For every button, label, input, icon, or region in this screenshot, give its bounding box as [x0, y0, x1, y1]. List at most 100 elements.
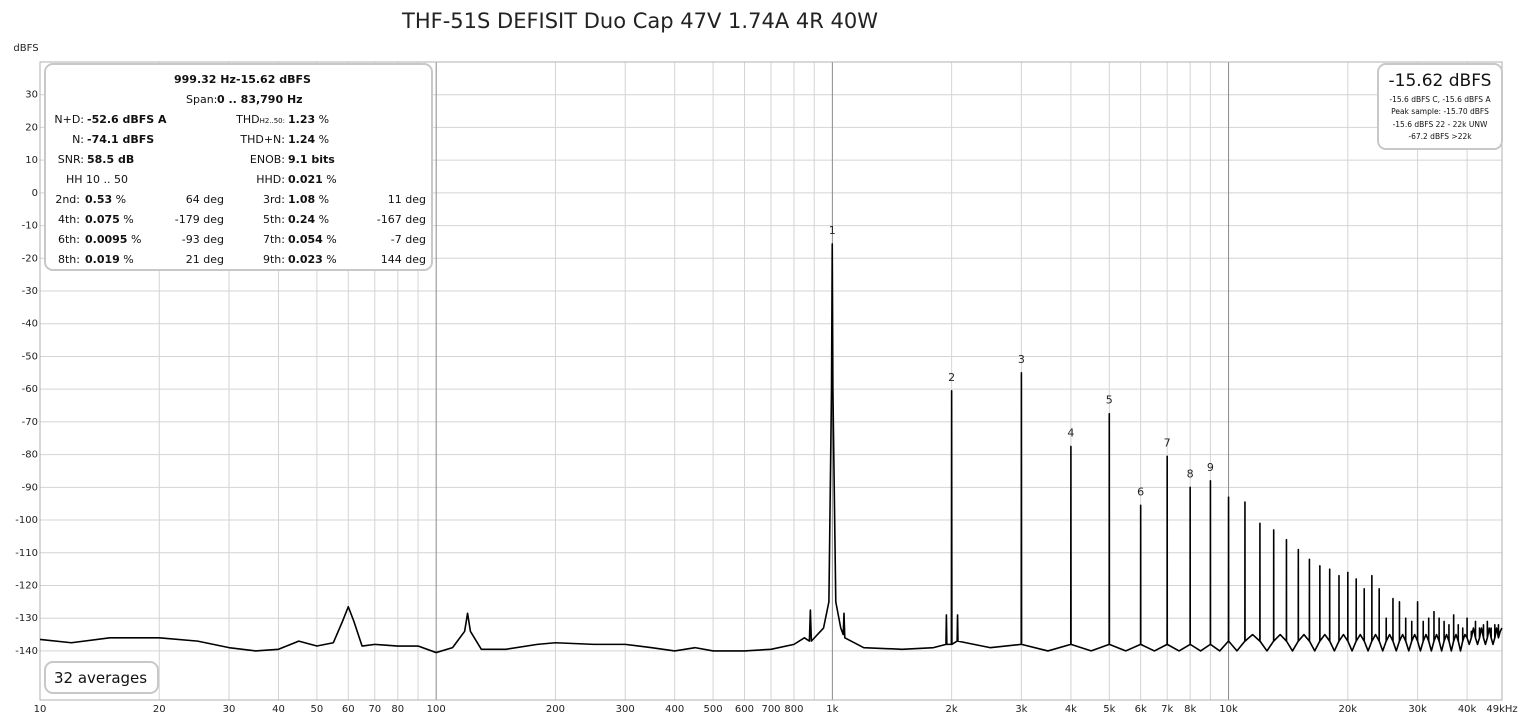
x-tick-label: 700	[761, 704, 780, 715]
harmonic-phase: 21 deg	[185, 253, 224, 266]
metric-value: 0.054 %	[288, 233, 337, 247]
x-tick-label: 30	[223, 704, 236, 715]
y-tick-label: -80	[22, 450, 38, 461]
harmonic-label: 4	[1067, 426, 1074, 439]
unit: %	[123, 213, 134, 226]
harmonic-label: 9th:	[263, 253, 285, 266]
frequency: 999.32 Hz	[174, 73, 236, 86]
harmonic-phase: -7 deg	[390, 233, 426, 246]
y-tick-label: -120	[15, 580, 38, 591]
harmonic-label: 2nd:	[55, 193, 80, 206]
metric-label: N+D:	[54, 113, 84, 126]
harmonic-label: 7	[1164, 436, 1171, 449]
x-tick-label: 10	[34, 704, 47, 715]
y-tick-label: -60	[22, 384, 38, 395]
x-tick-label: 400	[665, 704, 684, 715]
info-panel: 999.32 Hz -15.62 dBFS Span: 0 .. 83,790 Hz N…	[44, 63, 433, 271]
y-tick-label: -110	[15, 548, 38, 559]
span-label: Span:	[186, 93, 218, 106]
metric-value: 1.23 %	[288, 113, 329, 127]
metric-label: HHD:	[256, 173, 285, 187]
metric-label: THD+N:	[240, 133, 285, 147]
y-tick-label: -140	[15, 646, 38, 657]
harmonic-label: 5th:	[263, 213, 285, 226]
unit: %	[123, 253, 134, 266]
value: 0.019	[85, 253, 120, 266]
x-tick-label: 7k	[1161, 704, 1173, 715]
x-tick-label: 1k	[826, 704, 838, 715]
averages: 32 averages	[54, 669, 148, 687]
x-tick-label: 6k	[1135, 704, 1147, 715]
x-tick-label: 49kHz	[1486, 704, 1517, 715]
value: 0.023	[288, 253, 323, 266]
x-tick-label: 500	[704, 704, 723, 715]
y-axis-label: dBFS	[13, 43, 38, 54]
label: ENOB:	[249, 153, 285, 166]
level-detail: -15.6 dBFS 22 - 22k UNW	[1392, 119, 1488, 129]
metric-label: HH 10 .. 50	[66, 173, 129, 186]
harmonic-label: 8	[1187, 467, 1194, 480]
label: THD+N:	[240, 133, 285, 146]
unit: %	[130, 233, 142, 246]
x-tick-label: 5k	[1103, 704, 1115, 715]
x-tick-label: 20	[153, 704, 166, 715]
x-tick-label: 100	[427, 704, 446, 715]
y-tick-label: -50	[22, 351, 38, 362]
label: HHD:	[256, 173, 285, 186]
y-tick-label: -30	[22, 286, 38, 297]
plot-frame	[39, 61, 1503, 701]
x-tick-label: 40	[272, 704, 285, 715]
value: 0.0095	[85, 233, 128, 246]
y-tick-label: -130	[15, 613, 38, 624]
level-readout: -15.62 dBFS	[1388, 71, 1492, 91]
y-tick-label: -40	[22, 319, 38, 330]
harmonic-label: 3	[1018, 353, 1025, 366]
metric-value: -52.6 dBFS A	[87, 113, 167, 126]
x-tick-label: 60	[342, 704, 355, 715]
x-tick-label: 800	[784, 704, 803, 715]
harmonic-phase: 11 deg	[387, 193, 426, 206]
x-tick-label: 30k	[1408, 704, 1427, 715]
value: 1.23	[288, 113, 316, 126]
unit: %	[326, 173, 337, 186]
unit: %	[318, 213, 330, 226]
unit: %	[318, 113, 330, 126]
x-tick-label: 3k	[1015, 704, 1027, 715]
x-tick-label: 10k	[1219, 704, 1238, 715]
y-tick-label: -70	[22, 417, 38, 428]
value: 0.24	[288, 213, 316, 226]
metric-value: 0.24 %	[288, 213, 329, 227]
unit: %	[318, 133, 330, 146]
x-tick-label: 70	[368, 704, 381, 715]
level-panel: -15.62 dBFS -15.6 dBFS C, -15.6 dBFS A Pe…	[1377, 63, 1503, 150]
value: 1.24	[288, 133, 316, 146]
level: -15.62 dBFS	[236, 73, 311, 86]
metric-label: SNR:	[57, 153, 84, 166]
label-sub: H2..50:	[259, 117, 285, 125]
y-tick-label: -100	[15, 515, 38, 526]
metric-value: 1.08 %	[288, 193, 329, 207]
metric-value: 0.021 %	[288, 173, 337, 187]
value: 0.021	[288, 173, 323, 186]
y-tick-label: 30	[25, 90, 38, 101]
level-detail: -67.2 dBFS >22k	[1408, 131, 1472, 141]
x-tick-label: 300	[616, 704, 635, 715]
x-tick-label: 8k	[1184, 704, 1196, 715]
x-tick-label: 40k	[1458, 704, 1477, 715]
harmonic-label: 6th:	[58, 233, 80, 246]
metric-value: 58.5 dB	[87, 153, 135, 166]
chart-title: THF-51S DEFISIT Duo Cap 47V 1.74A 4R 40W	[401, 9, 878, 33]
span: 0 .. 83,790 Hz	[217, 93, 303, 106]
x-tick-label: 600	[735, 704, 754, 715]
harmonic-phase: 64 deg	[185, 193, 224, 206]
x-tick-label: 200	[546, 704, 565, 715]
value: 9.1 bits	[288, 153, 335, 166]
metric-value: 0.019 %	[85, 253, 134, 267]
y-tick-label: -90	[22, 482, 38, 493]
value: 1.08	[288, 193, 316, 206]
label: THD	[236, 113, 260, 126]
x-tick-label: 50	[311, 704, 324, 715]
averages-box: 32 averages	[44, 661, 159, 694]
